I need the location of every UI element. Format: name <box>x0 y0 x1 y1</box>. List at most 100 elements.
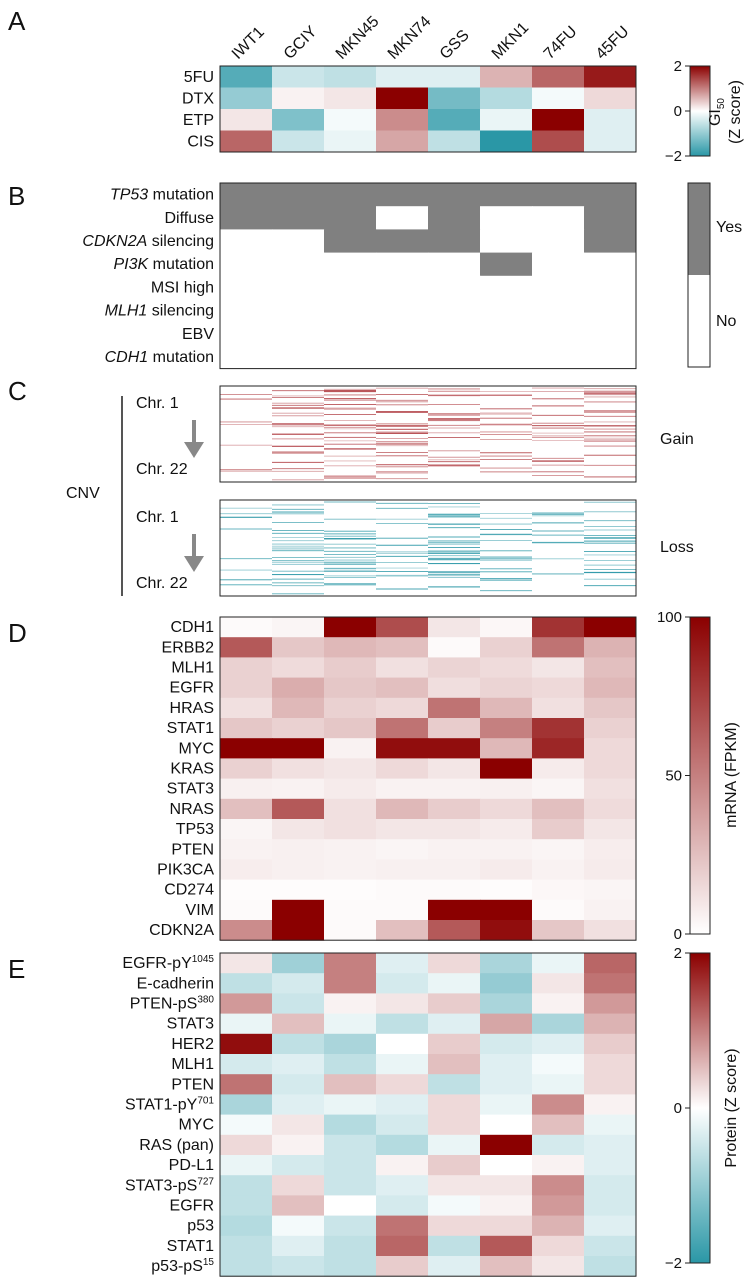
row-label-rest: silencing <box>147 303 214 320</box>
row-label-b: Diffuse <box>164 210 214 227</box>
heat-cell-d <box>584 657 637 679</box>
heat-cell-d <box>428 819 481 840</box>
row-label-italic: TP53 <box>110 187 148 204</box>
heat-cell-a <box>272 130 325 153</box>
heat-cell-d <box>272 879 325 901</box>
heat-cell-e <box>428 1013 481 1035</box>
binary-cell-b <box>428 345 481 370</box>
heat-cell-d <box>532 718 585 739</box>
row-label-e: PTEN-pS380 <box>130 995 215 1013</box>
heat-cell-e <box>220 1094 273 1116</box>
heat-cell-e <box>376 1155 429 1176</box>
row-label-italic: MLH1 <box>105 303 148 320</box>
heat-cell-d <box>532 920 585 941</box>
binary-cell-b <box>428 183 481 207</box>
row-label-d: HRAS <box>170 700 214 717</box>
heat-cell-e <box>428 1094 481 1116</box>
row-label-b: MLH1 silencing <box>105 303 214 320</box>
heat-cell-d <box>220 637 273 658</box>
row-label-b: EBV <box>182 326 214 343</box>
row-label-main: RAS (pan) <box>139 1137 214 1154</box>
colorbar-a-label: GI50 <box>707 98 727 126</box>
heat-cell-d <box>532 738 585 759</box>
binary-cell-b <box>584 183 637 207</box>
panel-a-frame <box>219 65 637 153</box>
heat-cell-d <box>220 718 273 739</box>
colorbar-e-label: Protein (Z score) <box>723 1048 740 1167</box>
heat-cell-e <box>272 1013 325 1035</box>
row-label-rest: mutation <box>148 187 214 204</box>
binary-cell-b <box>480 299 533 323</box>
heat-cell-e <box>532 953 585 974</box>
row-label-d: CDKN2A <box>149 922 214 939</box>
panels-layer: A B C D E IWT1 GCIY MKN45 MKN74 GSS MKN1 74FU 45FU 5F… <box>8 6 744 1277</box>
binary-cell-b <box>376 183 429 207</box>
binary-cell-b <box>272 206 325 230</box>
heat-cell-e <box>220 1195 273 1217</box>
row-label-e: PTEN <box>171 1076 214 1093</box>
row-label-main: STAT1-pY <box>125 1097 198 1114</box>
heat-cell-e <box>220 1235 273 1257</box>
heat-cell-e <box>480 1256 533 1277</box>
heat-cell-e <box>480 1134 533 1156</box>
heat-cell-d <box>532 677 585 699</box>
binary-cell-b <box>480 229 533 254</box>
heat-cell-e <box>428 1215 481 1237</box>
heat-cell-d <box>480 879 533 901</box>
chr-start-label-gain: Chr. 1 <box>136 395 179 412</box>
heat-cell-d <box>220 899 273 921</box>
row-label-b: MSI high <box>151 279 214 296</box>
binary-cell-b <box>584 322 637 346</box>
heat-cell-e <box>480 1175 533 1196</box>
heat-cell-e <box>272 1195 325 1217</box>
binary-cell-b <box>220 275 273 300</box>
heat-cell-e <box>376 953 429 974</box>
binary-cell-b <box>584 252 637 277</box>
heat-cell-e <box>272 1235 325 1257</box>
row-label-a: ETP <box>183 112 214 129</box>
heat-cell-e <box>324 1054 377 1075</box>
heat-cell-d <box>220 657 273 679</box>
heat-cell-d <box>324 697 377 719</box>
row-label-e: p53-pS15 <box>151 1257 214 1275</box>
binary-cell-b <box>324 183 377 207</box>
heat-cell-d <box>376 839 429 860</box>
heat-cell-d <box>584 899 637 921</box>
binary-cell-b <box>480 183 533 207</box>
heat-cell-d <box>272 657 325 679</box>
colorbar-a-label-main: GI <box>707 109 724 126</box>
heat-cell-d <box>220 778 273 800</box>
legend-no-swatch <box>688 275 710 367</box>
heat-cell-d <box>272 819 325 840</box>
heat-cell-e <box>532 1195 585 1217</box>
heat-cell-e <box>376 1114 429 1136</box>
heat-cell-d <box>428 677 481 699</box>
heat-cell-d <box>376 899 429 921</box>
row-label-b: CDKN2A silencing <box>82 233 214 250</box>
heat-cell-a <box>532 66 585 88</box>
heat-cell-e <box>428 973 481 994</box>
heat-cell-d <box>220 798 273 820</box>
heat-cell-e <box>480 993 533 1015</box>
row-label-main: EGFR <box>170 1198 214 1215</box>
heat-cell-e <box>324 1134 377 1156</box>
heat-cell-e <box>220 953 273 974</box>
colorbar-a-label-line2: (Z score) <box>727 80 744 144</box>
heat-cell-e <box>376 1094 429 1116</box>
heat-cell-d <box>428 718 481 739</box>
row-label-d: MYC <box>178 740 214 757</box>
heat-cell-e <box>584 993 637 1015</box>
heat-cell-e <box>584 1175 637 1196</box>
heat-cell-d <box>428 839 481 860</box>
heat-cell-d <box>584 798 637 820</box>
heat-cell-d <box>324 718 377 739</box>
row-label-d: PIK3CA <box>157 862 214 879</box>
heat-cell-d <box>428 657 481 679</box>
heat-cell-d <box>480 839 533 860</box>
heat-cell-a <box>532 109 585 131</box>
heat-cell-d <box>428 778 481 800</box>
heat-cell-e <box>428 993 481 1015</box>
heat-cell-d <box>480 637 533 658</box>
heat-cell-e <box>272 1134 325 1156</box>
